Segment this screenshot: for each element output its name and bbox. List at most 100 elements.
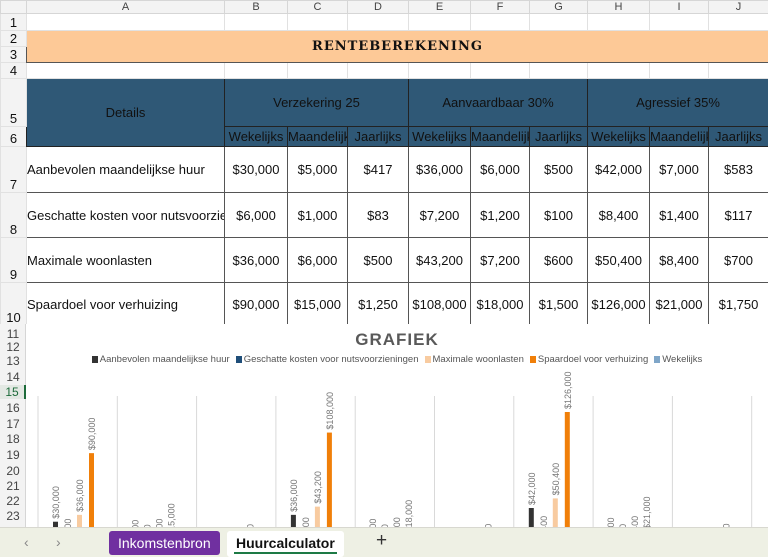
tab-inkomstenbron[interactable]: Inkomstenbron [109, 531, 220, 555]
prev-sheet-button[interactable]: ‹ [24, 534, 29, 550]
column-header[interactable]: A [26, 0, 225, 14]
row-header[interactable]: 18 [6, 432, 20, 446]
value-cell[interactable]: $5,000 [287, 146, 348, 193]
cell[interactable] [408, 62, 471, 79]
row-header[interactable]: 15 [0, 385, 26, 399]
value-cell[interactable]: $8,400 [649, 237, 709, 283]
column-header[interactable]: F [470, 0, 530, 14]
value-cell[interactable]: $1,200 [470, 192, 530, 238]
value-cell[interactable]: $21,000 [649, 282, 709, 326]
value-cell[interactable]: $42,000 [587, 146, 650, 193]
cell[interactable] [649, 13, 709, 31]
row-label[interactable]: Geschatte kosten voor nutsvoorzieningen [26, 192, 225, 238]
row-header[interactable]: 9 [0, 237, 27, 283]
spreadsheet-grid[interactable]: A B C D E F G H I J 1 2 RENTEBEREKENING 3 4 5 Details Ver… [0, 0, 768, 326]
column-header[interactable]: D [347, 0, 409, 14]
row-label[interactable]: Spaardoel voor verhuizing [26, 282, 225, 326]
period-header[interactable]: Jaarlijks [529, 126, 588, 147]
value-cell[interactable]: $583 [708, 146, 768, 193]
column-header[interactable]: E [408, 0, 471, 14]
value-cell[interactable]: $7,200 [408, 192, 471, 238]
row-header[interactable]: 12 [6, 340, 20, 354]
row-header[interactable]: 6 [0, 126, 27, 147]
value-cell[interactable]: $8,400 [587, 192, 650, 238]
value-cell[interactable]: $50,400 [587, 237, 650, 283]
row-header[interactable]: 21 [6, 479, 20, 493]
value-cell[interactable]: $500 [347, 237, 409, 283]
cell[interactable] [708, 13, 768, 31]
row-header[interactable]: 3 [0, 46, 27, 63]
period-header[interactable]: Jaarlijks [347, 126, 409, 147]
cell[interactable] [529, 13, 588, 31]
add-sheet-button[interactable]: + [376, 530, 388, 551]
select-all-corner[interactable] [0, 0, 27, 14]
bar[interactable] [326, 432, 332, 556]
value-cell[interactable]: $1,000 [287, 192, 348, 238]
value-cell[interactable]: $43,200 [408, 237, 471, 283]
value-cell[interactable]: $30,000 [224, 146, 288, 193]
period-header[interactable]: Wekelijks [224, 126, 288, 147]
value-cell[interactable]: $7,200 [470, 237, 530, 283]
value-cell[interactable]: $36,000 [408, 146, 471, 193]
value-cell[interactable]: $1,500 [529, 282, 588, 326]
value-cell[interactable]: $126,000 [587, 282, 650, 326]
bar[interactable] [89, 453, 94, 556]
row-header[interactable]: 7 [0, 146, 27, 193]
group-header[interactable]: Verzekering 25 [224, 78, 409, 127]
cell[interactable] [26, 62, 225, 79]
value-cell[interactable]: $600 [529, 237, 588, 283]
cell[interactable] [287, 62, 348, 79]
row-header[interactable]: 5 [0, 78, 27, 127]
value-cell[interactable]: $90,000 [224, 282, 288, 326]
cell[interactable] [408, 13, 471, 31]
value-cell[interactable]: $6,000 [287, 237, 348, 283]
period-header[interactable]: Maandelijks [470, 126, 530, 147]
column-header[interactable]: B [224, 0, 288, 14]
row-header[interactable]: 1 [0, 13, 27, 31]
period-header[interactable]: Maandelijks [649, 126, 709, 147]
row-header[interactable]: 4 [0, 62, 27, 79]
row-header[interactable]: 11 [6, 327, 20, 341]
cell[interactable] [224, 13, 288, 31]
column-header[interactable]: H [587, 0, 650, 14]
cell[interactable] [224, 62, 288, 79]
row-header[interactable]: 14 [6, 370, 20, 384]
value-cell[interactable]: $417 [347, 146, 409, 193]
row-label[interactable]: Maximale woonlasten [26, 237, 225, 283]
value-cell[interactable]: $1,750 [708, 282, 768, 326]
value-cell[interactable]: $700 [708, 237, 768, 283]
value-cell[interactable]: $1,400 [649, 192, 709, 238]
row-header[interactable]: 23 [6, 509, 20, 523]
sheet-title[interactable]: RENTEBEREKENING [26, 30, 768, 63]
group-header[interactable]: Agressief 35% [587, 78, 768, 127]
value-cell[interactable]: $83 [347, 192, 409, 238]
row-header[interactable]: 17 [6, 417, 20, 431]
cell[interactable] [470, 62, 530, 79]
cell[interactable] [347, 13, 409, 31]
period-header[interactable]: Wekelijks [408, 126, 471, 147]
value-cell[interactable]: $6,000 [470, 146, 530, 193]
value-cell[interactable]: $1,250 [347, 282, 409, 326]
value-cell[interactable]: $36,000 [224, 237, 288, 283]
cell[interactable] [470, 13, 530, 31]
value-cell[interactable]: $500 [529, 146, 588, 193]
cell[interactable] [287, 13, 348, 31]
column-header[interactable]: J [708, 0, 768, 14]
row-header[interactable]: 20 [6, 464, 20, 478]
row-header[interactable]: 8 [0, 192, 27, 238]
column-header[interactable]: C [287, 0, 348, 14]
row-header[interactable]: 2 [0, 30, 27, 47]
cell[interactable] [587, 13, 650, 31]
value-cell[interactable]: $18,000 [470, 282, 530, 326]
period-header[interactable]: Jaarlijks [708, 126, 768, 147]
cell[interactable] [649, 62, 709, 79]
column-header[interactable]: G [529, 0, 588, 14]
row-header[interactable]: 10 [0, 282, 27, 326]
period-header[interactable]: Wekelijks [587, 126, 650, 147]
details-header[interactable]: Details [26, 78, 225, 147]
value-cell[interactable]: $6,000 [224, 192, 288, 238]
value-cell[interactable]: $100 [529, 192, 588, 238]
group-header[interactable]: Aanvaardbaar 30% [408, 78, 588, 127]
row-header[interactable]: 16 [6, 401, 20, 415]
value-cell[interactable]: $7,000 [649, 146, 709, 193]
